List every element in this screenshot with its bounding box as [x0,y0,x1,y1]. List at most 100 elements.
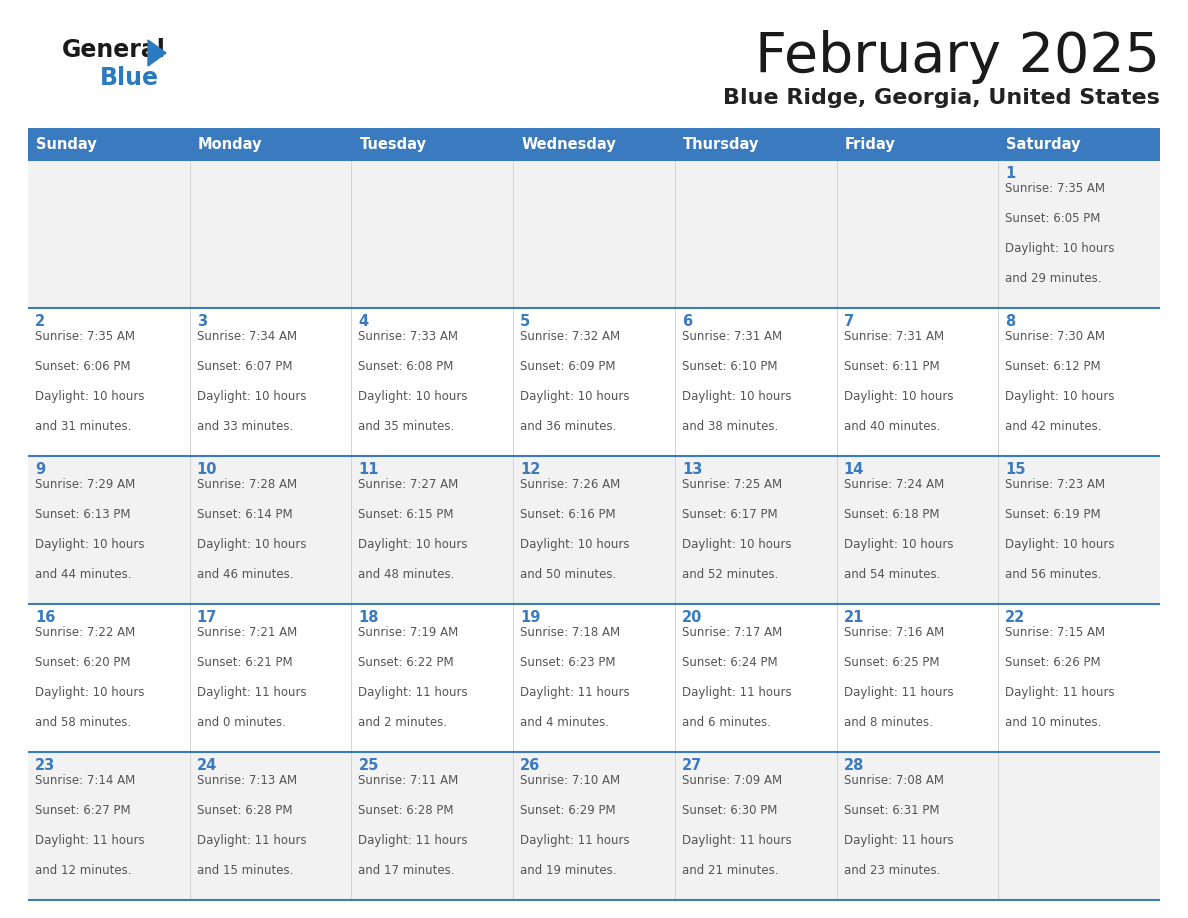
Text: Blue Ridge, Georgia, United States: Blue Ridge, Georgia, United States [723,88,1159,108]
Text: Daylight: 11 hours: Daylight: 11 hours [197,686,307,699]
Text: 7: 7 [843,314,854,329]
Text: and 19 minutes.: and 19 minutes. [520,864,617,877]
Text: Wednesday: Wednesday [522,137,615,151]
Text: 24: 24 [197,758,217,773]
Text: and 10 minutes.: and 10 minutes. [1005,716,1101,729]
Text: and 12 minutes.: and 12 minutes. [34,864,132,877]
Text: 13: 13 [682,462,702,477]
Text: Sunrise: 7:08 AM: Sunrise: 7:08 AM [843,774,943,787]
Text: Sunday: Sunday [36,137,96,151]
Text: Sunset: 6:24 PM: Sunset: 6:24 PM [682,656,777,669]
Text: 25: 25 [359,758,379,773]
Text: Sunset: 6:11 PM: Sunset: 6:11 PM [843,360,940,373]
Text: Sunrise: 7:18 AM: Sunrise: 7:18 AM [520,626,620,639]
Text: 18: 18 [359,610,379,625]
Text: and 50 minutes.: and 50 minutes. [520,568,617,581]
Text: 1: 1 [1005,166,1016,181]
Text: Sunset: 6:12 PM: Sunset: 6:12 PM [1005,360,1101,373]
Text: Daylight: 11 hours: Daylight: 11 hours [520,686,630,699]
Text: and 36 minutes.: and 36 minutes. [520,420,617,433]
Text: and 58 minutes.: and 58 minutes. [34,716,131,729]
Text: Sunrise: 7:11 AM: Sunrise: 7:11 AM [359,774,459,787]
Text: Sunset: 6:28 PM: Sunset: 6:28 PM [197,804,292,817]
Text: and 33 minutes.: and 33 minutes. [197,420,293,433]
Text: Sunset: 6:17 PM: Sunset: 6:17 PM [682,508,777,521]
Text: Sunrise: 7:16 AM: Sunrise: 7:16 AM [843,626,943,639]
FancyBboxPatch shape [998,128,1159,160]
Text: and 52 minutes.: and 52 minutes. [682,568,778,581]
Text: and 8 minutes.: and 8 minutes. [843,716,933,729]
Text: Sunrise: 7:24 AM: Sunrise: 7:24 AM [843,478,943,491]
Text: Sunset: 6:22 PM: Sunset: 6:22 PM [359,656,454,669]
Text: Daylight: 10 hours: Daylight: 10 hours [34,686,145,699]
Text: Sunset: 6:15 PM: Sunset: 6:15 PM [359,508,454,521]
Text: Sunrise: 7:25 AM: Sunrise: 7:25 AM [682,478,782,491]
Text: Sunset: 6:06 PM: Sunset: 6:06 PM [34,360,131,373]
Text: and 4 minutes.: and 4 minutes. [520,716,609,729]
Text: Daylight: 11 hours: Daylight: 11 hours [682,686,791,699]
Text: Sunrise: 7:35 AM: Sunrise: 7:35 AM [34,330,135,343]
FancyBboxPatch shape [675,128,836,160]
Text: Sunset: 6:23 PM: Sunset: 6:23 PM [520,656,615,669]
Text: Sunset: 6:09 PM: Sunset: 6:09 PM [520,360,615,373]
Text: February 2025: February 2025 [756,30,1159,84]
Text: and 17 minutes.: and 17 minutes. [359,864,455,877]
Text: 12: 12 [520,462,541,477]
Text: Sunset: 6:19 PM: Sunset: 6:19 PM [1005,508,1101,521]
Text: Daylight: 10 hours: Daylight: 10 hours [197,390,307,403]
Text: 22: 22 [1005,610,1025,625]
Text: Sunset: 6:29 PM: Sunset: 6:29 PM [520,804,615,817]
Text: 27: 27 [682,758,702,773]
Text: Sunset: 6:27 PM: Sunset: 6:27 PM [34,804,131,817]
Text: Daylight: 11 hours: Daylight: 11 hours [359,834,468,847]
Text: Sunrise: 7:09 AM: Sunrise: 7:09 AM [682,774,782,787]
Text: Sunset: 6:07 PM: Sunset: 6:07 PM [197,360,292,373]
Text: 11: 11 [359,462,379,477]
FancyBboxPatch shape [513,128,675,160]
Text: 21: 21 [843,610,864,625]
Text: Sunset: 6:20 PM: Sunset: 6:20 PM [34,656,131,669]
Text: Sunrise: 7:30 AM: Sunrise: 7:30 AM [1005,330,1105,343]
Text: Sunrise: 7:27 AM: Sunrise: 7:27 AM [359,478,459,491]
Text: Daylight: 11 hours: Daylight: 11 hours [843,834,953,847]
Text: Sunset: 6:26 PM: Sunset: 6:26 PM [1005,656,1101,669]
Text: Sunrise: 7:31 AM: Sunrise: 7:31 AM [843,330,943,343]
Text: 16: 16 [34,610,56,625]
Polygon shape [148,40,166,66]
Text: and 31 minutes.: and 31 minutes. [34,420,132,433]
Text: Sunrise: 7:34 AM: Sunrise: 7:34 AM [197,330,297,343]
Text: Sunrise: 7:33 AM: Sunrise: 7:33 AM [359,330,459,343]
FancyBboxPatch shape [29,456,1159,604]
Text: 5: 5 [520,314,530,329]
Text: General: General [62,38,166,62]
Text: Daylight: 10 hours: Daylight: 10 hours [359,538,468,551]
Text: and 48 minutes.: and 48 minutes. [359,568,455,581]
Text: Daylight: 10 hours: Daylight: 10 hours [34,390,145,403]
Text: Daylight: 10 hours: Daylight: 10 hours [520,390,630,403]
Text: Tuesday: Tuesday [360,137,426,151]
Text: Sunset: 6:28 PM: Sunset: 6:28 PM [359,804,454,817]
FancyBboxPatch shape [352,128,513,160]
Text: and 21 minutes.: and 21 minutes. [682,864,778,877]
Text: and 42 minutes.: and 42 minutes. [1005,420,1101,433]
Text: 28: 28 [843,758,864,773]
Text: 26: 26 [520,758,541,773]
Text: Sunset: 6:08 PM: Sunset: 6:08 PM [359,360,454,373]
Text: Sunset: 6:31 PM: Sunset: 6:31 PM [843,804,939,817]
Text: Daylight: 10 hours: Daylight: 10 hours [34,538,145,551]
Text: Sunset: 6:16 PM: Sunset: 6:16 PM [520,508,615,521]
Text: Saturday: Saturday [1006,137,1081,151]
Text: and 40 minutes.: and 40 minutes. [843,420,940,433]
Text: and 35 minutes.: and 35 minutes. [359,420,455,433]
Text: Daylight: 11 hours: Daylight: 11 hours [34,834,145,847]
Text: Sunset: 6:25 PM: Sunset: 6:25 PM [843,656,939,669]
Text: and 23 minutes.: and 23 minutes. [843,864,940,877]
Text: Sunset: 6:13 PM: Sunset: 6:13 PM [34,508,131,521]
Text: Daylight: 10 hours: Daylight: 10 hours [682,538,791,551]
Text: 10: 10 [197,462,217,477]
Text: Daylight: 10 hours: Daylight: 10 hours [682,390,791,403]
Text: Sunrise: 7:22 AM: Sunrise: 7:22 AM [34,626,135,639]
Text: Sunrise: 7:29 AM: Sunrise: 7:29 AM [34,478,135,491]
Text: 2: 2 [34,314,45,329]
Text: Sunset: 6:21 PM: Sunset: 6:21 PM [197,656,292,669]
